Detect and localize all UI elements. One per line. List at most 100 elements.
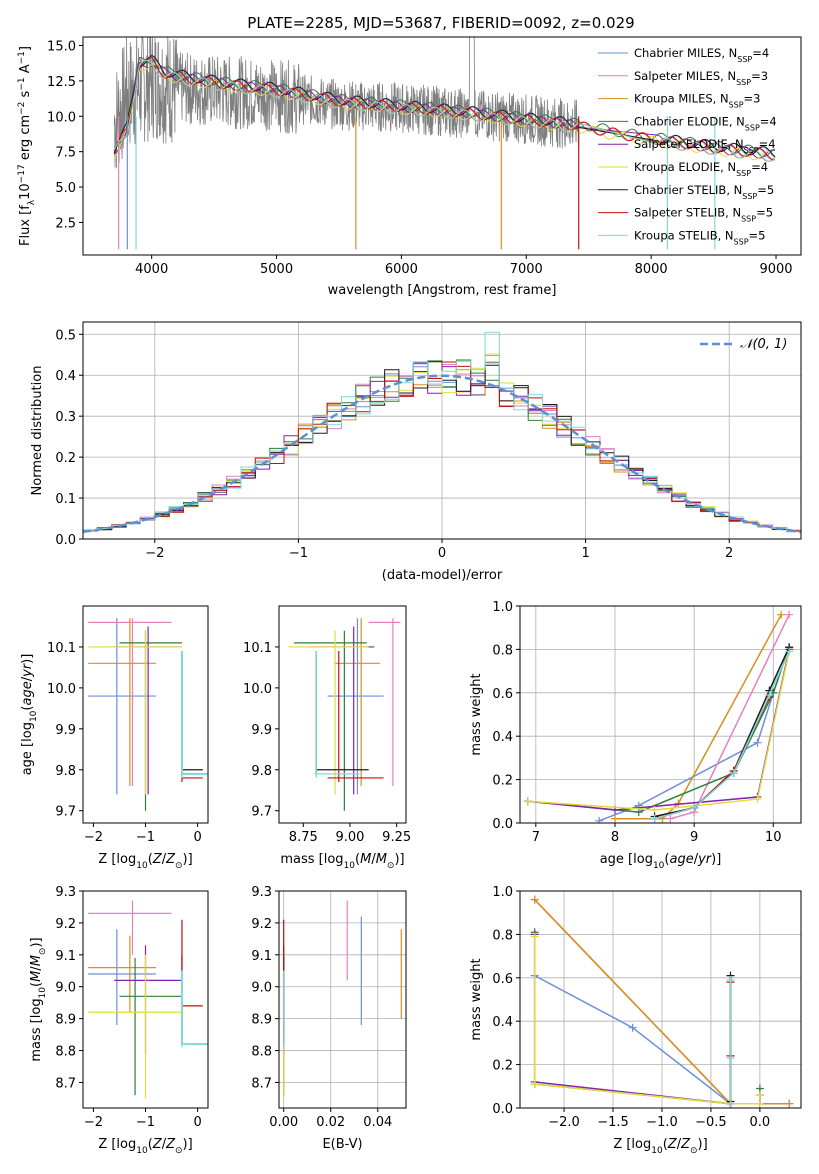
series-line [654, 646, 790, 818]
histogram-kroupa-stelib [83, 331, 801, 533]
errorbar-chabrier-elodie [293, 630, 367, 811]
x-tick-label: −2 [145, 546, 164, 561]
y-tick-label: 8.8 [251, 1045, 272, 1060]
errorbar-salpeter-elodie [308, 626, 375, 795]
errorbar-chabrier-stelib [181, 651, 203, 774]
plot-area [520, 606, 801, 823]
y-axis-label: mass weight [469, 673, 484, 755]
plot-area [88, 618, 208, 811]
legend-text: Kroupa STELIB, N [634, 228, 734, 242]
label-part: −2 [17, 102, 27, 115]
label-part: )] [698, 1137, 708, 1152]
y-tick-label: 0.4 [492, 730, 513, 745]
x-tick-label: 9000 [759, 262, 792, 277]
y-tick-label: 8.9 [55, 1013, 76, 1028]
legend-entry: Chabrier MILES, NSSP=4 [634, 46, 769, 64]
data-spectrum-line [113, 37, 580, 169]
data-point [726, 1054, 735, 1063]
legend-subscript: SSP [736, 77, 751, 86]
model-spectrum-chabrier-elodie [113, 56, 776, 158]
y-tick-label: 0.2 [492, 1059, 513, 1074]
y-tick-label: 0.6 [492, 972, 513, 987]
y-tick-label: 0.0 [55, 533, 76, 548]
legend-subscript: SSP [737, 55, 752, 64]
label-part: ( [355, 852, 360, 867]
data-point [690, 803, 699, 812]
y-tick-label: 9.9 [251, 723, 272, 738]
label-part: −1 [17, 77, 27, 90]
label-part: M [376, 852, 387, 867]
y-tick-label: 0.2 [55, 451, 76, 466]
axes-frame [278, 605, 407, 824]
label-part: 10 [653, 861, 665, 871]
label-part: Z [165, 1137, 176, 1152]
panel-mass_vs_ebv: 0.00 0.02 0.04 8.7 8.8 8.9 9.0 9.1 9.2 9.3 E(B-V) [251, 885, 407, 1152]
axes-frame [519, 890, 802, 1109]
legend-entry: Chabrier STELIB, NSSP=5 [634, 183, 774, 201]
axes-frame [278, 890, 407, 1109]
errorbar-kroupa-elodie [88, 954, 182, 1099]
y-tick-label: 0.8 [492, 928, 513, 943]
model-spectrum-salpeter-stelib [113, 56, 775, 161]
data-point [726, 975, 735, 984]
y-tick-label: 9.0 [55, 981, 76, 996]
label-part: Z [log [98, 1137, 136, 1152]
x-tick-label: −2 [84, 830, 103, 845]
x-tick-label: 9.00 [335, 830, 364, 845]
label-part: Z [165, 852, 176, 867]
label-part: )] [183, 852, 193, 867]
legend-entry: Kroupa MILES, NSSP=3 [634, 92, 760, 110]
label-part: yr [20, 662, 35, 678]
errorbar-kroupa-miles [335, 618, 380, 787]
panel-age_vs_mass: 8.75 9.00 9.25 9.7 9.8 9.9 10.0 10.1 mass [log10… [243, 605, 411, 871]
label-part: Z [152, 852, 163, 867]
x-axis-label: mass [log10(M/M⊙)] [280, 852, 404, 871]
series-chabrier-miles [595, 688, 778, 823]
series-salpeter-elodie [530, 930, 764, 1108]
data-point [530, 932, 539, 941]
data-point [785, 610, 794, 619]
legend-entry: Salpeter STELIB, NSSP=5 [634, 206, 773, 224]
legend-count: =4 [752, 46, 769, 60]
label-part: 10 [136, 861, 148, 871]
x-tick-label: 0.04 [363, 1115, 392, 1130]
label-part: λ [27, 199, 37, 205]
axes-frame [82, 605, 209, 824]
y-tick-label: 1.0 [492, 600, 513, 615]
data-point [530, 895, 539, 904]
legend-subscript: SSP [742, 191, 757, 200]
x-axis-label: (data-model)/error [382, 568, 503, 583]
x-tick-label: 2 [725, 546, 733, 561]
label-part: ⊙ [175, 1146, 183, 1156]
x-tick-label: 9.25 [382, 830, 411, 845]
label-part: mass [log [280, 852, 343, 867]
label-part: ] [18, 46, 33, 51]
y-tick-label: 0.5 [55, 328, 76, 343]
chart-title: PLATE=2285, MJD=53687, FIBERID=0092, z=0… [247, 14, 634, 32]
y-tick-label: 0.8 [492, 643, 513, 658]
label-part: 10 [136, 1146, 148, 1156]
data-point [650, 814, 659, 823]
errorbar-salpeter-miles [88, 900, 172, 955]
legend-subscript: SSP [736, 169, 751, 178]
data-point [666, 814, 675, 823]
y-tick-label: 9.1 [251, 949, 272, 964]
x-axis-label: age [log10(age/yr)] [600, 852, 722, 871]
x-tick-label: 0.00 [269, 1115, 298, 1130]
label-part: / [20, 676, 35, 681]
y-tick-label: 9.8 [251, 764, 272, 779]
x-axis-label: wavelength [Angstrom, rest frame] [328, 283, 557, 298]
y-axis-label: mass [log10(M/M⊙)] [29, 937, 48, 1061]
y-tick-label: 5.0 [55, 181, 76, 196]
data-point [530, 1080, 539, 1089]
x-tick-label: −1.0 [646, 1115, 678, 1130]
label-part: Z [667, 1137, 678, 1152]
data-point [726, 1099, 735, 1108]
plot-area [279, 891, 406, 1108]
label-part: ( [663, 1137, 668, 1152]
x-tick-label: 0 [193, 1115, 201, 1130]
panel-residuals: −2 −1 0 1 2 0.0 0.1 0.2 0.3 0.4 0.5 (data-model)/er… [30, 321, 802, 583]
errorbar-kroupa-stelib [314, 651, 360, 778]
legend-count: =5 [749, 228, 766, 242]
